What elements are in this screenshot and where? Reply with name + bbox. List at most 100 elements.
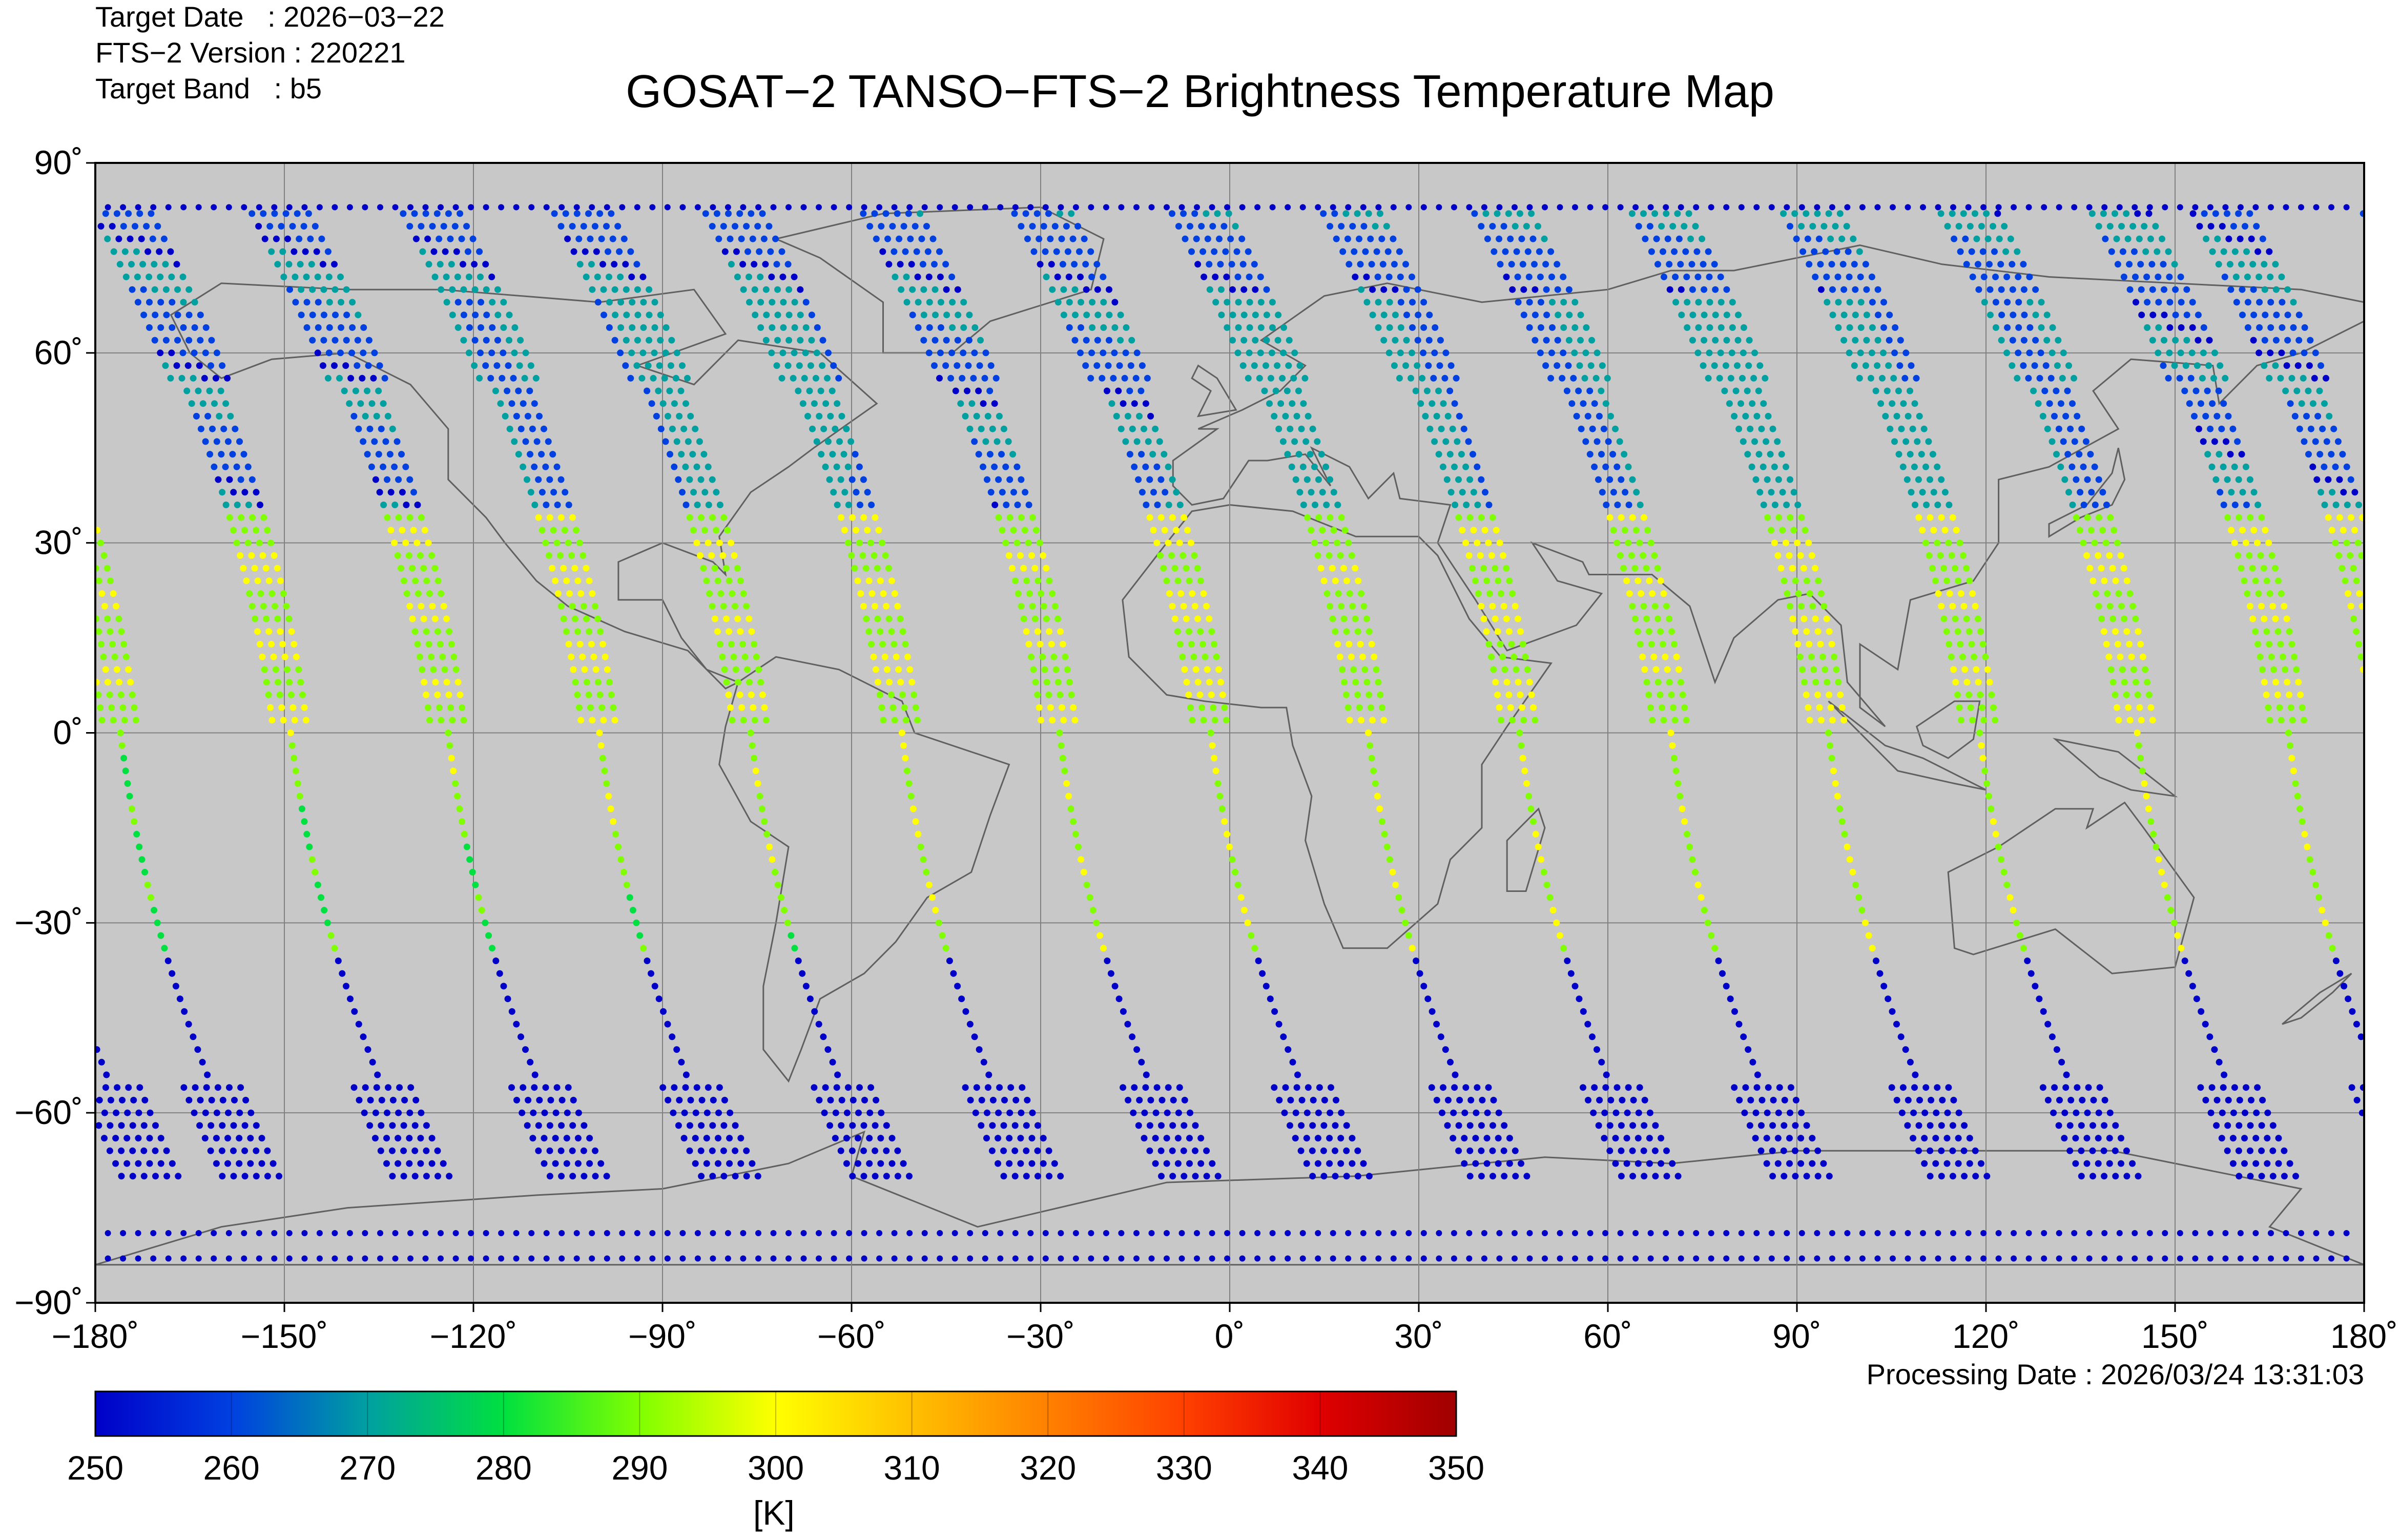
observation-point (2126, 286, 2134, 293)
observation-point (1844, 1255, 1851, 1262)
observation-point (180, 299, 187, 306)
observation-point (660, 1008, 667, 1015)
observation-point (679, 489, 686, 496)
observation-point (2061, 1135, 2068, 1142)
observation-point (1309, 1122, 1316, 1129)
observation-point (2278, 349, 2285, 357)
observation-point (1302, 438, 1310, 445)
observation-point (1063, 223, 1070, 230)
observation-point (2014, 374, 2021, 382)
observation-point (312, 868, 319, 876)
observation-point (1060, 286, 1067, 293)
observation-point (1197, 1135, 1205, 1142)
observation-point (2358, 602, 2364, 610)
observation-point (546, 514, 553, 521)
observation-point (1957, 640, 1964, 648)
observation-point (1767, 451, 1774, 458)
observation-point (2142, 666, 2149, 673)
observation-point (1442, 349, 1450, 357)
observation-point (2266, 590, 2273, 597)
observation-point (2011, 1255, 2017, 1262)
observation-point (1103, 1230, 1109, 1236)
observation-point (1209, 742, 1216, 749)
observation-point (1503, 565, 1510, 572)
observation-point (2015, 349, 2022, 357)
observation-point (2233, 299, 2240, 306)
observation-point (2064, 451, 2072, 458)
observation-point (1580, 1084, 1586, 1091)
observation-point (1683, 274, 1690, 280)
observation-point (185, 286, 193, 293)
observation-point (496, 970, 503, 977)
observation-point (1753, 1230, 1760, 1236)
observation-point (966, 311, 973, 319)
observation-point (1252, 311, 1259, 319)
observation-point (1216, 235, 1223, 242)
observation-point (1183, 615, 1190, 622)
observation-point (377, 1255, 383, 1262)
observation-point (1955, 577, 1962, 585)
observation-point (2020, 261, 2027, 268)
observation-point (656, 362, 663, 369)
observation-point (260, 514, 267, 521)
observation-point (284, 666, 291, 673)
observation-point (1229, 311, 1236, 319)
observation-point (1203, 210, 1210, 217)
observation-point (1346, 590, 1353, 597)
observation-point (392, 204, 399, 211)
observation-point (1808, 653, 1815, 660)
observation-point (2128, 653, 2135, 660)
observation-point (1187, 539, 1194, 547)
observation-point (1332, 577, 1339, 585)
observation-point (565, 539, 572, 547)
observation-point (622, 261, 629, 268)
observation-point (715, 1135, 721, 1142)
observation-tracks (95, 204, 2364, 1262)
observation-point (1360, 602, 1368, 610)
observation-point (746, 679, 753, 686)
observation-point (460, 311, 467, 319)
observation-point (1874, 1230, 1881, 1236)
observation-point (1744, 387, 1751, 394)
observation-point (1612, 425, 1619, 432)
observation-point (1332, 1173, 1339, 1180)
observation-point (1825, 210, 1832, 217)
observation-point (316, 1255, 323, 1262)
observation-point (264, 1147, 271, 1154)
observation-point (800, 1230, 807, 1236)
observation-point (728, 261, 735, 268)
observation-point (851, 565, 858, 572)
observation-point (1513, 248, 1520, 255)
observation-point (1480, 615, 1487, 622)
observation-point (2101, 204, 2108, 211)
observation-point (102, 1084, 109, 1091)
observation-point (779, 349, 787, 357)
observation-point (1330, 204, 1336, 211)
observation-point (1580, 400, 1587, 407)
observation-point (1972, 602, 1979, 610)
observation-point (1142, 400, 1149, 407)
observation-point (640, 945, 647, 952)
observation-point (822, 1084, 829, 1091)
observation-point (2336, 514, 2343, 521)
observation-point (2015, 299, 2022, 306)
observation-point (2158, 868, 2165, 876)
observation-point (1240, 286, 1248, 293)
observation-point (1061, 767, 1068, 775)
observation-point (1108, 400, 1115, 407)
observation-point (219, 489, 226, 496)
observation-point (2132, 615, 2139, 622)
observation-point (601, 767, 608, 775)
observation-point (124, 1109, 131, 1116)
observation-point (1146, 1122, 1153, 1129)
observation-point (1586, 451, 1594, 458)
observation-point (2208, 463, 2216, 470)
observation-point (2120, 274, 2127, 280)
observation-point (667, 451, 673, 458)
observation-point (139, 261, 147, 268)
observation-point (837, 1147, 844, 1154)
observation-point (454, 679, 462, 686)
observation-point (1879, 374, 1886, 382)
observation-point (1354, 210, 1361, 217)
observation-point (557, 514, 565, 521)
